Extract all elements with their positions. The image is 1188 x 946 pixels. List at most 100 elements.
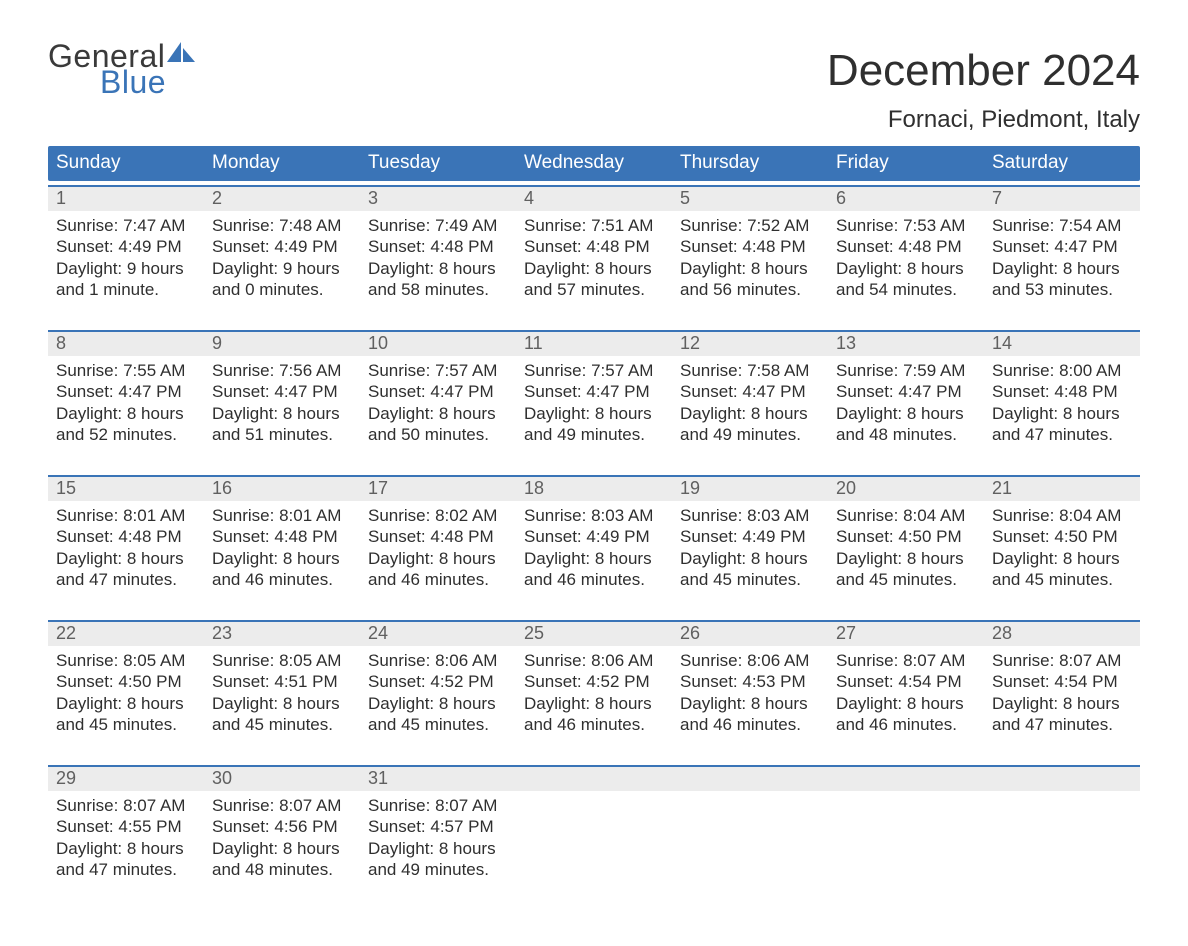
sunset-line: Sunset: 4:47 PM bbox=[992, 236, 1132, 257]
daylight-line2: and 47 minutes. bbox=[56, 859, 196, 880]
sunset-line: Sunset: 4:47 PM bbox=[56, 381, 196, 402]
daylight-line1: Daylight: 8 hours bbox=[212, 548, 352, 569]
sunset-line: Sunset: 4:50 PM bbox=[992, 526, 1132, 547]
day-number: 11 bbox=[516, 332, 672, 356]
day-cell: Sunrise: 7:57 AMSunset: 4:47 PMDaylight:… bbox=[516, 356, 672, 471]
day-cell: Sunrise: 7:51 AMSunset: 4:48 PMDaylight:… bbox=[516, 211, 672, 326]
day-cell: Sunrise: 7:58 AMSunset: 4:47 PMDaylight:… bbox=[672, 356, 828, 471]
sunset-line: Sunset: 4:48 PM bbox=[368, 236, 508, 257]
sunset-line: Sunset: 4:55 PM bbox=[56, 816, 196, 837]
weekday-header: Saturday bbox=[984, 146, 1140, 181]
day-cell: Sunrise: 8:01 AMSunset: 4:48 PMDaylight:… bbox=[48, 501, 204, 616]
daylight-line1: Daylight: 8 hours bbox=[680, 548, 820, 569]
day-cell: Sunrise: 8:07 AMSunset: 4:54 PMDaylight:… bbox=[984, 646, 1140, 761]
sunrise-line: Sunrise: 8:03 AM bbox=[680, 505, 820, 526]
title-block: December 2024 Fornaci, Piedmont, Italy bbox=[827, 46, 1140, 134]
sunset-line: Sunset: 4:53 PM bbox=[680, 671, 820, 692]
day-number: 29 bbox=[48, 767, 204, 791]
day-cell: Sunrise: 8:05 AMSunset: 4:50 PMDaylight:… bbox=[48, 646, 204, 761]
day-cell bbox=[984, 791, 1140, 906]
weekday-header: Sunday bbox=[48, 146, 204, 181]
daylight-line1: Daylight: 8 hours bbox=[524, 258, 664, 279]
logo: General Blue bbox=[48, 40, 197, 98]
day-number: 14 bbox=[984, 332, 1140, 356]
sunset-line: Sunset: 4:47 PM bbox=[524, 381, 664, 402]
daylight-line2: and 57 minutes. bbox=[524, 279, 664, 300]
day-number bbox=[984, 767, 1140, 791]
sunrise-line: Sunrise: 7:57 AM bbox=[368, 360, 508, 381]
sunrise-line: Sunrise: 8:06 AM bbox=[368, 650, 508, 671]
day-number: 1 bbox=[48, 187, 204, 211]
daylight-line2: and 45 minutes. bbox=[56, 714, 196, 735]
daylight-line2: and 45 minutes. bbox=[212, 714, 352, 735]
sunrise-line: Sunrise: 8:00 AM bbox=[992, 360, 1132, 381]
sunrise-line: Sunrise: 8:07 AM bbox=[368, 795, 508, 816]
daylight-line2: and 53 minutes. bbox=[992, 279, 1132, 300]
daylight-line2: and 1 minute. bbox=[56, 279, 196, 300]
calendar: SundayMondayTuesdayWednesdayThursdayFrid… bbox=[48, 146, 1140, 906]
sunrise-line: Sunrise: 8:07 AM bbox=[836, 650, 976, 671]
day-cell: Sunrise: 8:07 AMSunset: 4:57 PMDaylight:… bbox=[360, 791, 516, 906]
sunrise-line: Sunrise: 7:55 AM bbox=[56, 360, 196, 381]
sunset-line: Sunset: 4:48 PM bbox=[368, 526, 508, 547]
day-cell: Sunrise: 7:52 AMSunset: 4:48 PMDaylight:… bbox=[672, 211, 828, 326]
daylight-line1: Daylight: 8 hours bbox=[212, 403, 352, 424]
sunset-line: Sunset: 4:54 PM bbox=[836, 671, 976, 692]
day-number-row: 15161718192021 bbox=[48, 475, 1140, 501]
day-number: 26 bbox=[672, 622, 828, 646]
day-number-row: 293031 bbox=[48, 765, 1140, 791]
day-cell: Sunrise: 7:55 AMSunset: 4:47 PMDaylight:… bbox=[48, 356, 204, 471]
daylight-line2: and 49 minutes. bbox=[368, 859, 508, 880]
daylight-line2: and 48 minutes. bbox=[212, 859, 352, 880]
day-number: 7 bbox=[984, 187, 1140, 211]
daylight-line2: and 49 minutes. bbox=[680, 424, 820, 445]
daylight-line2: and 45 minutes. bbox=[836, 569, 976, 590]
day-number: 21 bbox=[984, 477, 1140, 501]
daylight-line2: and 45 minutes. bbox=[368, 714, 508, 735]
day-cell: Sunrise: 7:47 AMSunset: 4:49 PMDaylight:… bbox=[48, 211, 204, 326]
day-content-row: Sunrise: 8:05 AMSunset: 4:50 PMDaylight:… bbox=[48, 646, 1140, 761]
sunrise-line: Sunrise: 7:49 AM bbox=[368, 215, 508, 236]
sunrise-line: Sunrise: 8:02 AM bbox=[368, 505, 508, 526]
day-number-row: 891011121314 bbox=[48, 330, 1140, 356]
daylight-line2: and 49 minutes. bbox=[524, 424, 664, 445]
daylight-line1: Daylight: 8 hours bbox=[992, 403, 1132, 424]
daylight-line1: Daylight: 8 hours bbox=[680, 258, 820, 279]
day-cell: Sunrise: 7:48 AMSunset: 4:49 PMDaylight:… bbox=[204, 211, 360, 326]
weekday-header: Friday bbox=[828, 146, 984, 181]
day-cell: Sunrise: 7:53 AMSunset: 4:48 PMDaylight:… bbox=[828, 211, 984, 326]
sunrise-line: Sunrise: 8:06 AM bbox=[524, 650, 664, 671]
calendar-week: 293031Sunrise: 8:07 AMSunset: 4:55 PMDay… bbox=[48, 765, 1140, 906]
sunset-line: Sunset: 4:48 PM bbox=[680, 236, 820, 257]
daylight-line2: and 46 minutes. bbox=[212, 569, 352, 590]
sunrise-line: Sunrise: 7:48 AM bbox=[212, 215, 352, 236]
daylight-line1: Daylight: 8 hours bbox=[56, 693, 196, 714]
day-number bbox=[516, 767, 672, 791]
day-cell: Sunrise: 8:02 AMSunset: 4:48 PMDaylight:… bbox=[360, 501, 516, 616]
day-number: 6 bbox=[828, 187, 984, 211]
day-number-row: 22232425262728 bbox=[48, 620, 1140, 646]
day-cell bbox=[672, 791, 828, 906]
day-cell: Sunrise: 8:03 AMSunset: 4:49 PMDaylight:… bbox=[516, 501, 672, 616]
calendar-week: 1234567Sunrise: 7:47 AMSunset: 4:49 PMDa… bbox=[48, 185, 1140, 326]
daylight-line2: and 46 minutes. bbox=[368, 569, 508, 590]
header: General Blue December 2024 Fornaci, Pied… bbox=[48, 40, 1140, 134]
sunrise-line: Sunrise: 7:59 AM bbox=[836, 360, 976, 381]
day-cell: Sunrise: 8:03 AMSunset: 4:49 PMDaylight:… bbox=[672, 501, 828, 616]
daylight-line1: Daylight: 8 hours bbox=[368, 258, 508, 279]
daylight-line1: Daylight: 8 hours bbox=[368, 403, 508, 424]
day-cell: Sunrise: 8:06 AMSunset: 4:52 PMDaylight:… bbox=[360, 646, 516, 761]
daylight-line2: and 47 minutes. bbox=[56, 569, 196, 590]
day-number: 13 bbox=[828, 332, 984, 356]
daylight-line1: Daylight: 9 hours bbox=[212, 258, 352, 279]
sunset-line: Sunset: 4:48 PM bbox=[56, 526, 196, 547]
day-number: 16 bbox=[204, 477, 360, 501]
day-cell: Sunrise: 8:06 AMSunset: 4:53 PMDaylight:… bbox=[672, 646, 828, 761]
weekday-header: Wednesday bbox=[516, 146, 672, 181]
sunrise-line: Sunrise: 8:04 AM bbox=[836, 505, 976, 526]
sunrise-line: Sunrise: 7:54 AM bbox=[992, 215, 1132, 236]
day-number: 24 bbox=[360, 622, 516, 646]
daylight-line2: and 46 minutes. bbox=[524, 714, 664, 735]
sunrise-line: Sunrise: 8:01 AM bbox=[212, 505, 352, 526]
sunrise-line: Sunrise: 8:05 AM bbox=[56, 650, 196, 671]
